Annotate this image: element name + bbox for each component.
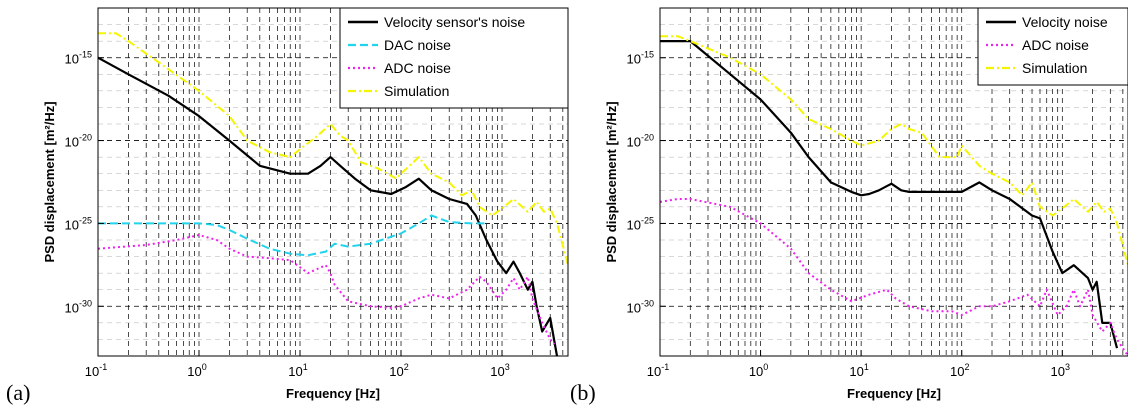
series-line-simulation bbox=[98, 32, 569, 266]
x-tick-label: 102 bbox=[950, 362, 969, 379]
y-axis-label: PSD displacement [m²/Hz] bbox=[604, 101, 619, 262]
x-tick-label: 10-1 bbox=[647, 362, 669, 379]
series-line-velocity-noise bbox=[660, 40, 1119, 349]
series-line-dac-noise bbox=[98, 214, 487, 257]
x-tick-label: 100 bbox=[749, 362, 768, 379]
legend: Velocity sensor's noise DAC noise ADC nois… bbox=[339, 7, 569, 109]
legend-entry: Velocity sensor's noise bbox=[384, 14, 525, 30]
y-tick-label: 10-20 bbox=[627, 133, 654, 150]
x-axis-label: Frequency [Hz] bbox=[286, 386, 380, 401]
series-line-velocity-sensor-s-noise bbox=[97, 56, 559, 357]
x-tick-label: 103 bbox=[490, 362, 509, 379]
y-tick-label: 10-25 bbox=[65, 215, 92, 232]
y-tick-label: 10-30 bbox=[65, 298, 92, 315]
x-tick-label: 100 bbox=[187, 362, 206, 379]
legend-entry: ADC noise bbox=[384, 60, 451, 76]
x-axis-label: Frequency [Hz] bbox=[847, 386, 941, 401]
y-tick-label: 10-15 bbox=[65, 50, 92, 67]
legend-entry: ADC noise bbox=[1022, 37, 1089, 53]
axes-frame bbox=[97, 7, 569, 357]
legend-entry: DAC noise bbox=[384, 37, 451, 53]
y-tick-label: 10-30 bbox=[627, 298, 654, 315]
y-tick-label: 10-15 bbox=[627, 50, 654, 67]
x-tick-label: 101 bbox=[288, 362, 307, 379]
x-tick-label: 102 bbox=[389, 362, 408, 379]
x-tick-label: 10-1 bbox=[85, 362, 107, 379]
legend-entry: Simulation bbox=[1022, 60, 1087, 76]
panel-label: (a) bbox=[6, 380, 30, 405]
series-line-adc-noise bbox=[659, 198, 1128, 357]
series-line-simulation bbox=[660, 35, 1128, 266]
y-tick-label: 10-25 bbox=[627, 215, 654, 232]
legend-entry: Velocity noise bbox=[1022, 14, 1108, 30]
legend-box bbox=[339, 7, 569, 109]
legend-entry: Simulation bbox=[384, 83, 449, 99]
y-axis-label: PSD displacement [m²/Hz] bbox=[42, 101, 57, 262]
legend: Velocity noise ADC noise Simulation bbox=[977, 7, 1128, 86]
axes-frame bbox=[659, 7, 1128, 357]
y-tick-label: 10-20 bbox=[65, 133, 92, 150]
x-tick-label: 101 bbox=[849, 362, 868, 379]
series-line-adc-noise bbox=[97, 234, 556, 346]
panel-label: (b) bbox=[570, 380, 596, 405]
x-tick-label: 103 bbox=[1051, 362, 1070, 379]
